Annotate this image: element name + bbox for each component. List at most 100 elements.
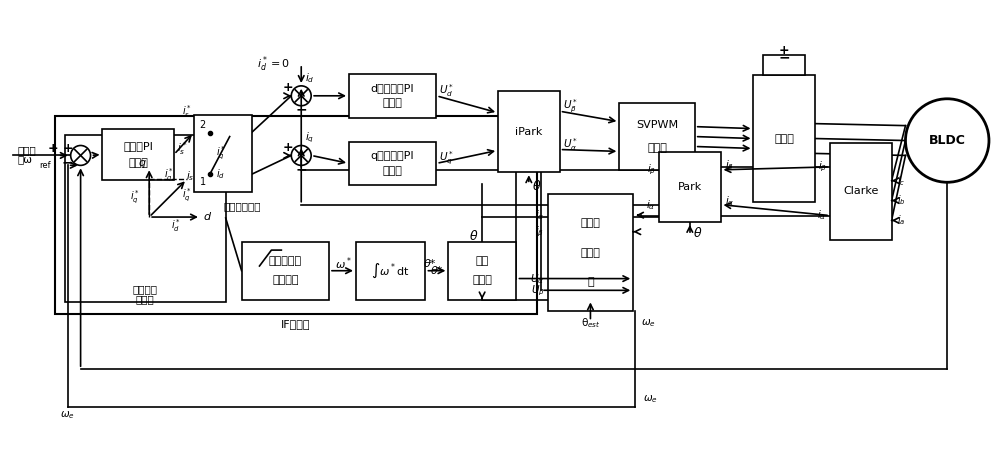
Text: $U_\alpha$: $U_\alpha$ (530, 272, 545, 286)
Text: SVPWM: SVPWM (636, 120, 678, 130)
Text: $i_\beta$: $i_\beta$ (818, 160, 827, 174)
Text: +: + (283, 141, 294, 154)
Circle shape (291, 145, 311, 165)
Text: $\omega^*$: $\omega^*$ (335, 256, 352, 272)
Text: 滑模位: 滑模位 (581, 219, 600, 229)
Text: $i_b$: $i_b$ (897, 194, 905, 207)
Text: $i_\alpha$: $i_\alpha$ (646, 198, 656, 212)
Text: 1: 1 (200, 177, 206, 187)
Bar (659, 153, 721, 222)
Text: +: + (62, 142, 73, 155)
Text: Park: Park (678, 182, 702, 192)
Text: $U_d^*$: $U_d^*$ (439, 82, 455, 99)
Text: $i_d$: $i_d$ (305, 71, 315, 85)
Bar (763, 55, 805, 75)
Text: $i_c$: $i_c$ (897, 174, 905, 188)
Bar (498, 91, 560, 172)
Text: $U_\beta^*$: $U_\beta^*$ (563, 98, 578, 115)
Circle shape (291, 86, 311, 106)
Text: $i_q^*$: $i_q^*$ (182, 186, 192, 204)
Text: $i_s^*$: $i_s^*$ (177, 140, 187, 157)
Text: $i_q^*$: $i_q^*$ (130, 189, 140, 206)
Text: 调节器: 调节器 (128, 158, 148, 168)
Text: +: + (779, 44, 790, 57)
Text: 调节器: 调节器 (383, 166, 403, 176)
Bar (65, 135, 226, 302)
Text: 调节器: 调节器 (383, 98, 403, 108)
Bar (242, 242, 329, 300)
Text: IF控制器: IF控制器 (281, 320, 311, 329)
Text: θ: θ (470, 230, 477, 243)
Text: $\omega_e$: $\omega_e$ (60, 409, 75, 421)
Text: 生成器: 生成器 (647, 143, 667, 153)
Text: $U_\alpha^*$: $U_\alpha^*$ (563, 136, 578, 153)
Text: $i_d^*=0$: $i_d^*=0$ (257, 54, 290, 74)
Bar (194, 115, 252, 192)
Text: +: + (283, 81, 294, 94)
Bar (619, 103, 695, 171)
Text: Clarke: Clarke (843, 186, 878, 196)
Bar (753, 75, 815, 202)
Text: −: − (295, 103, 307, 117)
Text: $\omega_e$: $\omega_e$ (641, 318, 655, 329)
Text: $i_q^*$: $i_q^*$ (216, 145, 226, 162)
Bar (349, 74, 436, 117)
Text: θ*: θ* (431, 266, 443, 276)
Text: 电流指令: 电流指令 (133, 284, 158, 295)
Text: $\omega_e$: $\omega_e$ (643, 393, 658, 405)
Text: 生成器: 生成器 (136, 295, 155, 305)
Text: $i_d^*$: $i_d^*$ (171, 218, 181, 234)
Text: ref: ref (39, 161, 50, 170)
Text: 2: 2 (200, 120, 206, 130)
Bar (548, 194, 633, 311)
Text: 斜坡指令转: 斜坡指令转 (269, 256, 302, 266)
Text: $i_s^*$: $i_s^*$ (182, 104, 192, 120)
Text: $i_q^*$: $i_q^*$ (164, 166, 174, 184)
Text: θ: θ (533, 180, 540, 193)
Text: $i_s$: $i_s$ (186, 169, 194, 183)
Text: 切换器: 切换器 (472, 275, 492, 285)
Text: $i_\alpha$: $i_\alpha$ (817, 209, 827, 222)
Text: $\int\omega^*$dt: $\int\omega^*$dt (371, 261, 410, 280)
Bar (102, 129, 174, 180)
Text: BLDC: BLDC (929, 134, 966, 147)
Text: 目标转: 目标转 (17, 145, 36, 155)
Text: $i_\alpha$: $i_\alpha$ (725, 194, 734, 207)
Text: 速ω: 速ω (17, 154, 32, 164)
Text: −: − (295, 162, 307, 176)
Text: $U_q^*$: $U_q^*$ (439, 150, 455, 167)
Text: 逆变器: 逆变器 (774, 134, 794, 144)
Text: θ*: θ* (424, 259, 437, 269)
Text: iPark: iPark (515, 126, 543, 137)
Circle shape (905, 99, 989, 182)
Bar (349, 141, 436, 185)
Bar (830, 143, 892, 240)
Bar (55, 116, 537, 315)
Text: q轴电流环PI: q轴电流环PI (371, 151, 414, 161)
Text: $i_q$: $i_q$ (305, 130, 314, 145)
Text: 速度环PI: 速度环PI (123, 141, 153, 151)
Text: −: − (62, 155, 73, 169)
Text: 置观测: 置观测 (581, 248, 600, 258)
Bar (448, 242, 516, 300)
Bar (356, 242, 425, 300)
Text: +: + (47, 142, 58, 155)
Text: θ$_{est}$: θ$_{est}$ (581, 316, 600, 330)
Circle shape (71, 145, 91, 165)
Text: $i_\alpha$: $i_\alpha$ (535, 208, 545, 222)
Text: θ: θ (694, 227, 701, 240)
Text: $U_\beta$: $U_\beta$ (531, 283, 545, 297)
Text: $i_\beta$: $i_\beta$ (725, 159, 734, 173)
Text: $i_a$: $i_a$ (897, 214, 905, 227)
Text: 器: 器 (587, 277, 594, 287)
Text: q: q (138, 158, 145, 168)
Text: 速发生器: 速发生器 (272, 275, 299, 285)
Text: 控制环选择器: 控制环选择器 (224, 201, 261, 211)
Text: d: d (204, 212, 211, 222)
Text: 角度: 角度 (475, 256, 489, 266)
Text: −: − (778, 50, 790, 64)
Text: $i_\beta$: $i_\beta$ (647, 162, 656, 177)
Text: d轴电流环PI: d轴电流环PI (371, 84, 414, 94)
Text: $i_d$: $i_d$ (216, 167, 225, 181)
Text: $i_\beta$: $i_\beta$ (535, 225, 545, 239)
